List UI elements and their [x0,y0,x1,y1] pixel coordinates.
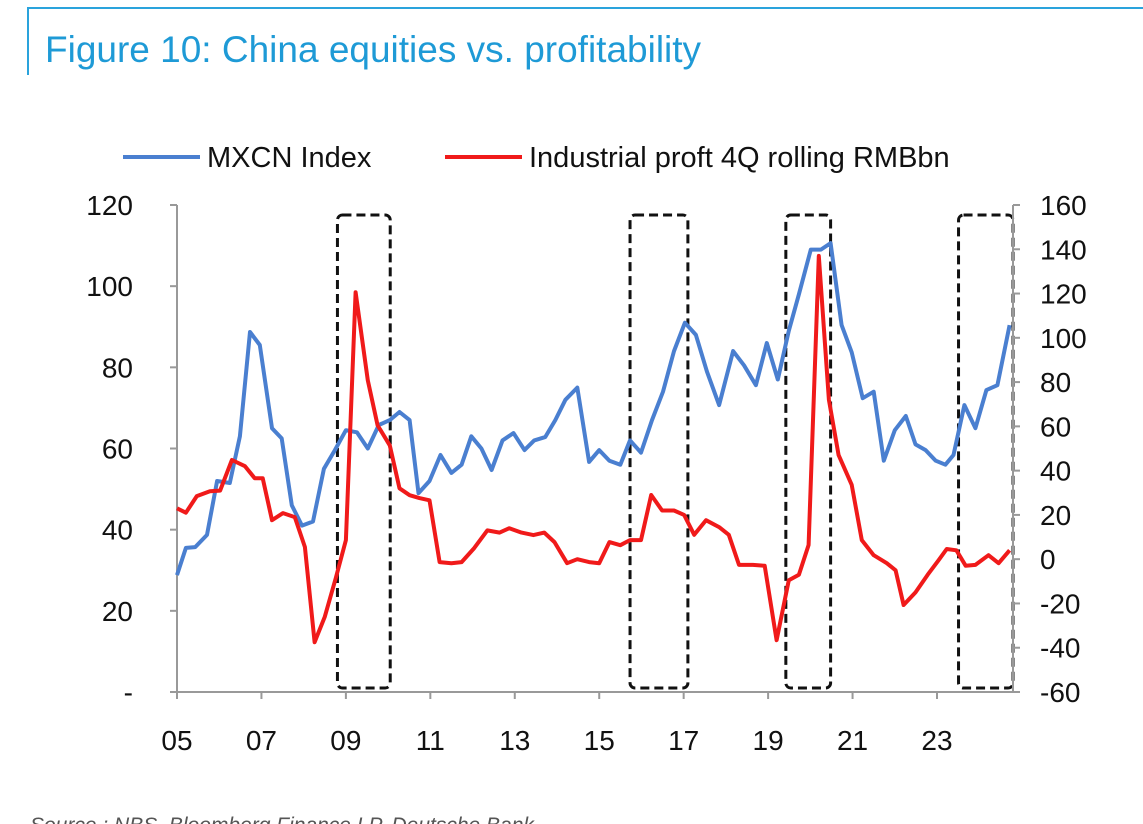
x-tick-label: 15 [584,725,615,756]
y2-tick-label: 80 [1040,367,1071,398]
y-tick-label: - [124,677,133,708]
legend-label: MXCN Index [207,142,372,174]
y2-tick-label: 160 [1040,190,1087,221]
highlight-box [335,213,392,690]
highlight-box [628,213,690,690]
source-note: Source : NBS, Bloomberg Finance LP, Deut… [30,814,535,824]
x-tick-label: 19 [753,725,784,756]
x-tick-label: 11 [416,725,445,756]
y2-tick-label: 60 [1040,411,1071,442]
highlight-box [784,213,833,690]
y2-tick-label: 20 [1040,500,1071,531]
y-tick-label: 20 [102,596,133,627]
x-tick-label: 05 [161,725,192,756]
x-tick-label: 17 [668,725,699,756]
y-tick-label: 80 [102,352,133,383]
frame-border [27,7,1143,75]
y-tick-label: 40 [102,515,133,546]
series-line [176,253,1012,645]
y2-tick-label: 100 [1040,323,1087,354]
y2-tick-label: -60 [1040,677,1080,708]
y-tick-label: 120 [86,190,133,221]
y2-tick-label: 140 [1040,234,1087,265]
y2-tick-label: -20 [1040,588,1080,619]
y2-tick-label: 0 [1040,544,1056,575]
highlight-box [957,213,1015,690]
x-tick-label: 09 [330,725,361,756]
legend-label: Industrial proft 4Q rolling RMBbn [529,142,950,174]
y-tick-label: 60 [102,434,133,465]
y2-tick-label: 120 [1040,279,1087,310]
y2-tick-label: 40 [1040,456,1071,487]
x-tick-label: 07 [246,725,277,756]
chart-title: Figure 10: China equities vs. profitabil… [45,29,702,70]
x-tick-label: 13 [499,725,530,756]
y2-tick-label: -40 [1040,633,1080,664]
y-tick-label: 100 [86,271,133,302]
series-line [175,241,1012,576]
x-tick-label: 23 [921,725,952,756]
x-tick-label: 21 [837,725,868,756]
